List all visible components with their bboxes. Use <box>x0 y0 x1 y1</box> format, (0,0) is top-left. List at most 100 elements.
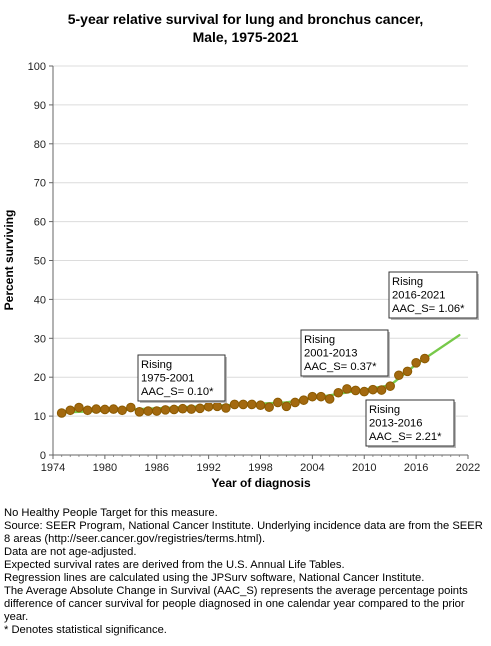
data-point <box>151 406 162 416</box>
data-point <box>264 402 274 412</box>
data-point <box>281 401 292 412</box>
data-point <box>126 402 136 413</box>
data-point <box>272 397 283 408</box>
y-tick-label: 0 <box>40 450 46 462</box>
x-tick-label: 2016 <box>404 462 428 474</box>
chart-title-line-2: Male, 1975-2021 <box>192 29 299 45</box>
data-point <box>195 403 205 414</box>
x-tick-label: 1986 <box>145 462 169 474</box>
observed-points <box>56 353 430 418</box>
data-point <box>350 385 361 396</box>
y-tick-label: 20 <box>34 372 46 384</box>
data-point <box>411 358 421 368</box>
data-point <box>91 404 102 414</box>
footnotes: No Healthy People Target for this measur… <box>4 507 488 637</box>
y-tick-label: 60 <box>34 217 46 229</box>
data-point <box>342 384 352 394</box>
y-tick-label: 80 <box>34 139 46 151</box>
x-tick-label: 1992 <box>196 462 220 474</box>
x-tick-label: 1998 <box>248 462 272 474</box>
data-point <box>160 405 171 415</box>
y-tick-label: 10 <box>34 411 46 423</box>
x-tick-label: 1980 <box>93 462 117 474</box>
footnote: Expected survival rates are derived from… <box>4 559 345 571</box>
data-point <box>56 408 67 418</box>
data-point <box>359 386 370 397</box>
grid-lines <box>53 65 468 417</box>
footnote: Source: SEER Program, National Cancer In… <box>4 520 483 545</box>
data-point <box>385 381 395 391</box>
x-tick-label: 1974 <box>41 462 65 474</box>
data-point <box>316 391 326 402</box>
data-point <box>402 366 413 377</box>
footnote: Regression lines are calculated using th… <box>4 572 425 584</box>
data-point <box>82 405 93 416</box>
annotation-frame <box>137 354 226 402</box>
annotation-text: AAC_S= 0.37* <box>304 361 377 373</box>
annotation-frame <box>365 399 455 447</box>
chart-title-line-1: 5-year relative survival for lung and br… <box>67 11 424 27</box>
x-tick-label: 2004 <box>300 462 324 474</box>
y-tick-label: 50 <box>34 256 46 268</box>
annotation-text: Rising <box>369 404 400 416</box>
data-point <box>333 387 344 398</box>
data-point <box>419 353 430 364</box>
y-tick-label: 40 <box>34 294 46 306</box>
annotation-text: Rising <box>392 276 423 288</box>
annotation-text: Rising <box>304 334 335 346</box>
annotation-text: AAC_S= 2.21* <box>369 431 442 443</box>
annotation-frame <box>300 329 389 377</box>
chart-title: 5-year relative survival for lung and br… <box>0 10 491 46</box>
y-tick-label: 70 <box>34 178 46 190</box>
annotation-text: AAC_S= 0.10* <box>141 386 214 398</box>
footnote: The Average Absolute Change in Survival … <box>4 585 468 623</box>
data-point <box>143 406 153 416</box>
footnote: Data are not age-adjusted. <box>4 546 137 558</box>
y-tick-label: 90 <box>34 100 46 112</box>
y-axis-label: Percent surviving <box>2 210 16 311</box>
axes: 0 10 20 30 40 50 60 70 80 90 100 1974 1980 1986 1992 19… <box>28 61 481 474</box>
x-tick-label: 2022 <box>456 462 480 474</box>
data-point <box>324 394 335 404</box>
x-tick-label: 2010 <box>352 462 376 474</box>
data-point <box>100 404 110 415</box>
data-point <box>238 399 249 410</box>
data-point <box>203 401 214 412</box>
data-point <box>186 404 197 414</box>
data-point <box>108 404 119 414</box>
annotation-text: 2013-2016 <box>369 418 423 430</box>
data-point <box>255 400 266 411</box>
data-point <box>221 403 231 413</box>
annotation-text: AAC_S= 1.06* <box>392 303 465 315</box>
y-tick-label: 30 <box>34 333 46 345</box>
annotation-text: 2016-2021 <box>392 290 446 302</box>
data-point <box>394 370 404 381</box>
data-point <box>134 407 145 417</box>
annotation-text: 2001-2013 <box>304 348 358 360</box>
data-point <box>117 405 127 416</box>
annotation-text: 1975-2001 <box>141 373 195 385</box>
data-point <box>212 401 223 412</box>
data-point <box>169 404 179 415</box>
data-point <box>247 399 257 410</box>
data-point <box>290 397 300 408</box>
data-point <box>307 391 318 402</box>
data-point <box>74 402 84 413</box>
footnote: No Healthy People Target for this measur… <box>4 507 218 519</box>
data-point <box>177 403 188 414</box>
data-point <box>229 399 240 410</box>
annotation-text: Rising <box>141 359 172 371</box>
data-point <box>65 405 76 416</box>
data-point <box>376 385 387 395</box>
data-point <box>368 384 378 395</box>
footnote: * Denotes statistical significance. <box>4 624 167 636</box>
annotation-frame <box>388 271 478 319</box>
x-axis-label: Year of diagnosis <box>211 476 311 490</box>
survival-chart: 0 10 20 30 40 50 60 70 80 90 100 1974 1980 1986 1992 19… <box>2 61 481 490</box>
y-tick-label: 100 <box>28 61 46 73</box>
